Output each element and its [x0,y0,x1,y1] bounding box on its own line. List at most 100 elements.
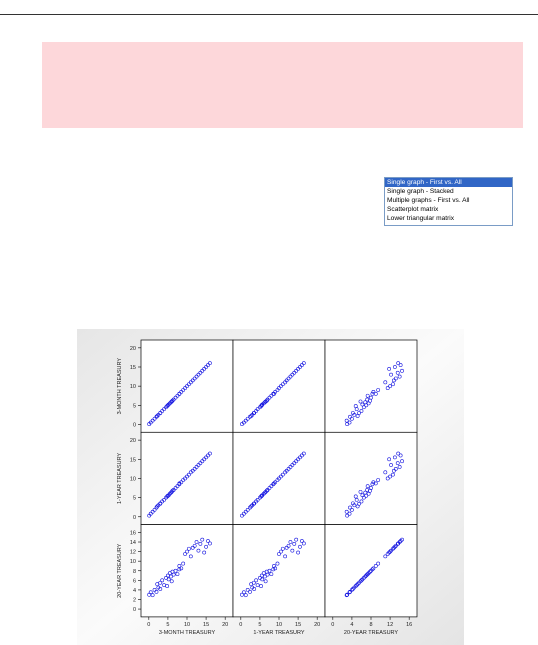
list-option[interactable]: Multiple graphs - First vs. All [387,197,470,204]
point [171,488,176,492]
point [240,513,244,518]
point [392,545,396,550]
point [345,513,350,518]
point [262,574,267,579]
point [245,416,250,421]
point [296,367,300,371]
point [160,578,165,583]
point [391,546,395,551]
point [400,368,404,373]
point [280,472,285,477]
point [258,495,262,500]
point [187,472,191,477]
graph-type-list[interactable]: Single graph - First vs. All Single graph… [384,177,513,226]
y-tick-label: 16 [130,530,136,536]
point [249,504,254,509]
point [164,405,168,410]
point [196,372,201,377]
point [284,468,289,473]
point [286,376,291,381]
point [279,384,283,389]
point [298,365,302,369]
x-tick-label: 0 [331,622,334,628]
point [194,374,199,379]
x-tick-label: 10 [184,622,190,628]
x-axis-title: 3-MONTH TREASURY [159,630,216,636]
point [249,414,254,418]
point [164,495,168,500]
point [284,545,289,550]
point [241,420,246,425]
list-option[interactable]: Single graph - Stacked [387,188,454,195]
point [187,382,191,387]
point [185,549,189,554]
point [206,539,210,543]
point [296,550,300,555]
point [360,402,365,407]
point [280,382,285,387]
point [300,539,304,543]
point [252,587,257,591]
point [385,476,390,481]
point [290,548,295,553]
point [271,482,276,487]
point [150,593,155,598]
point [169,579,174,584]
point [198,370,203,375]
y-tick-label: 5 [133,496,136,502]
point [167,491,172,496]
panel [232,524,326,618]
point [154,589,159,594]
point [273,389,278,394]
point [190,378,195,383]
point [162,407,166,412]
point [166,402,171,407]
point [148,420,153,425]
list-option[interactable]: Lower triangular matrix [387,215,455,222]
point [348,589,352,594]
point [194,465,199,469]
point [181,388,186,392]
point [392,544,397,549]
point [363,400,368,405]
point [181,561,186,566]
point [392,468,396,473]
point [155,504,160,509]
point [175,484,180,489]
point [344,593,349,598]
point [350,411,355,415]
point [387,550,392,555]
point [388,474,392,479]
list-option[interactable]: Scatterplot matrix [387,206,439,213]
point [160,409,165,413]
point [392,455,397,460]
point [389,372,393,377]
point [171,397,176,402]
list-option[interactable]: Single graph - First vs. All [385,178,512,187]
point [206,453,210,458]
y-tick-label: 0 [133,515,136,521]
point [397,465,402,469]
point [175,393,180,398]
point [158,587,163,591]
point [179,389,184,394]
point [360,577,365,582]
point [292,542,297,546]
point [255,583,260,588]
point [194,540,199,544]
y-tick-label: 0 [133,422,136,428]
point [196,463,201,467]
point [392,365,397,369]
point [359,409,364,413]
y-tick-label: 5 [133,403,136,409]
point [294,537,299,542]
point [294,459,299,464]
point [198,542,203,546]
point [150,418,155,423]
point [398,453,403,458]
point [369,486,373,490]
point [267,395,272,400]
point [162,498,166,502]
point [192,543,197,548]
point [248,505,252,510]
